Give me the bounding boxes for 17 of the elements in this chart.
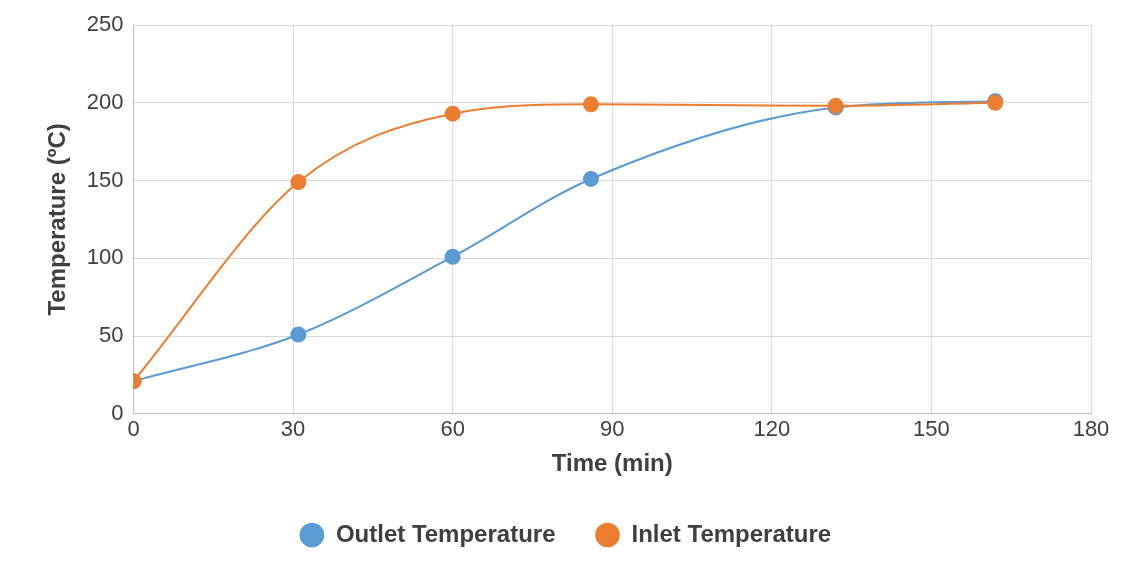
x-tick-label: 150 <box>913 416 950 442</box>
y-tick-label: 100 <box>86 244 124 270</box>
y-tick-label: 200 <box>86 88 124 114</box>
y-tick-label: 150 <box>86 166 124 192</box>
x-tick-label: 90 <box>600 416 625 442</box>
legend-label: Outlet Temperature <box>335 519 556 547</box>
x-tick-label: 0 <box>127 416 140 442</box>
x-tick-label: 30 <box>280 416 306 442</box>
y-axis-title: Temperature (ºC) <box>43 123 71 316</box>
y-tick-label: 0 <box>111 399 124 425</box>
y-tick-label: 50 <box>99 322 124 348</box>
x-axis-title: Time (min) <box>551 449 673 477</box>
y-tick-label: 250 <box>86 11 124 37</box>
legend-label: Inlet Temperature <box>631 519 832 547</box>
x-tick-label: 120 <box>753 416 791 442</box>
x-tick-label: 180 <box>1072 416 1110 442</box>
x-tick-label: 60 <box>440 416 465 442</box>
